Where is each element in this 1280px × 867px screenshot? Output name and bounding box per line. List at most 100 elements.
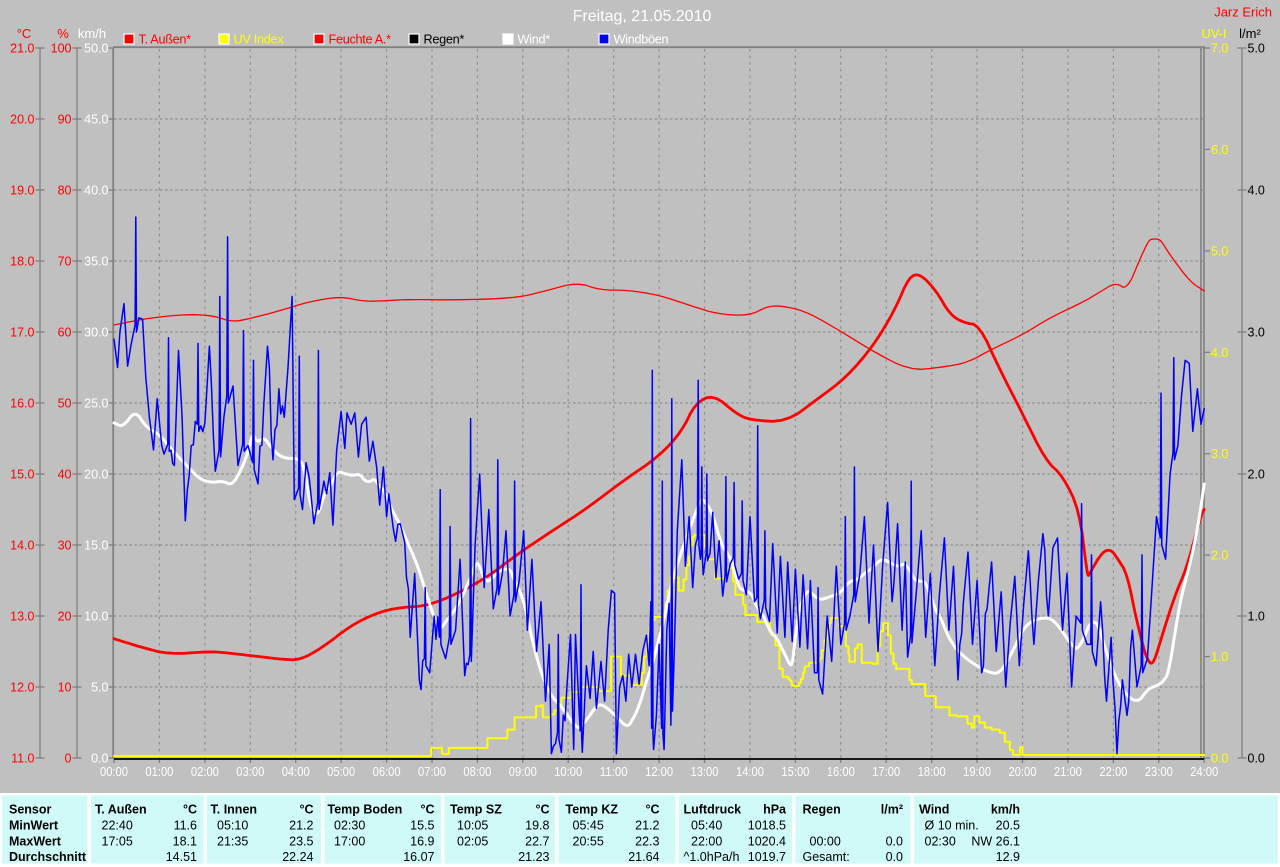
svg-text:20.0: 20.0 <box>10 113 34 127</box>
svg-text:Regen: Regen <box>803 802 841 816</box>
svg-text:Windböen: Windböen <box>614 33 669 47</box>
svg-text:16.07: 16.07 <box>403 850 434 864</box>
svg-text:19.0: 19.0 <box>10 184 34 198</box>
svg-text:0.0: 0.0 <box>886 834 903 848</box>
svg-text:14.51: 14.51 <box>166 850 197 864</box>
svg-text:6.0: 6.0 <box>1211 143 1228 157</box>
svg-text:Wind: Wind <box>919 802 949 816</box>
svg-text:08:00: 08:00 <box>463 764 491 779</box>
svg-text:00:00: 00:00 <box>810 834 841 848</box>
svg-text:20.0: 20.0 <box>84 468 108 482</box>
svg-text:l/m²: l/m² <box>881 802 903 816</box>
svg-text:30: 30 <box>58 539 72 553</box>
svg-text:05:45: 05:45 <box>573 819 604 833</box>
svg-text:2.0: 2.0 <box>1211 549 1228 563</box>
svg-text:Sensor: Sensor <box>9 802 52 816</box>
svg-text:04:00: 04:00 <box>282 764 310 779</box>
svg-text:07:00: 07:00 <box>418 764 446 779</box>
svg-text:Temp Boden: Temp Boden <box>328 802 403 816</box>
svg-text:10.0: 10.0 <box>84 610 108 624</box>
svg-text:02:30: 02:30 <box>334 819 365 833</box>
svg-text:UV-I: UV-I <box>1201 26 1226 41</box>
svg-text:15.5: 15.5 <box>410 819 434 833</box>
svg-text:80: 80 <box>58 184 72 198</box>
svg-text:Ø 10 min.: Ø 10 min. <box>925 819 979 833</box>
svg-text:7.0: 7.0 <box>1211 42 1228 56</box>
svg-text:16:00: 16:00 <box>827 764 855 779</box>
svg-text:2.0: 2.0 <box>1248 468 1265 482</box>
svg-text:19.8: 19.8 <box>525 819 549 833</box>
svg-text:14:00: 14:00 <box>736 764 764 779</box>
svg-text:18:00: 18:00 <box>918 764 946 779</box>
svg-text:T. Außen*: T. Außen* <box>139 33 192 47</box>
svg-text:°C: °C <box>17 26 32 41</box>
svg-text:03:00: 03:00 <box>236 764 264 779</box>
svg-text:05:10: 05:10 <box>217 819 248 833</box>
svg-text:17:05: 17:05 <box>102 834 133 848</box>
svg-text:40: 40 <box>58 468 72 482</box>
svg-text:11:00: 11:00 <box>600 764 628 779</box>
svg-text:12.9: 12.9 <box>996 850 1020 864</box>
svg-text:1018.5: 1018.5 <box>748 819 786 833</box>
svg-text:°C: °C <box>535 802 549 816</box>
svg-text:21.2: 21.2 <box>635 819 659 833</box>
svg-text:1.0: 1.0 <box>1248 610 1265 624</box>
svg-text:5.0: 5.0 <box>91 681 108 695</box>
svg-text:Jarz Erich: Jarz Erich <box>1214 5 1272 20</box>
svg-text:T. Innen: T. Innen <box>211 802 258 816</box>
svg-text:MaxWert: MaxWert <box>9 834 62 848</box>
svg-text:50: 50 <box>58 397 72 411</box>
svg-text:l/m²: l/m² <box>1239 26 1261 41</box>
svg-text:Temp SZ: Temp SZ <box>450 802 502 816</box>
svg-text:4.0: 4.0 <box>1248 184 1265 198</box>
svg-text:17:00: 17:00 <box>334 834 365 848</box>
svg-text:30.0: 30.0 <box>84 326 108 340</box>
svg-text:UV Index: UV Index <box>234 33 285 47</box>
svg-text:100: 100 <box>51 42 72 56</box>
svg-text:10:00: 10:00 <box>554 764 582 779</box>
svg-text:20: 20 <box>58 610 72 624</box>
svg-text:05:00: 05:00 <box>327 764 355 779</box>
svg-text:11.6: 11.6 <box>174 819 197 833</box>
svg-text:km/h: km/h <box>991 802 1020 816</box>
svg-text:02:00: 02:00 <box>191 764 219 779</box>
svg-text:06:00: 06:00 <box>373 764 401 779</box>
svg-text:°C: °C <box>645 802 659 816</box>
svg-text:15.0: 15.0 <box>10 468 34 482</box>
svg-text:22.7: 22.7 <box>525 834 549 848</box>
svg-text:10:05: 10:05 <box>457 819 488 833</box>
svg-text:0.0: 0.0 <box>1211 752 1228 766</box>
svg-text:14.0: 14.0 <box>10 539 34 553</box>
svg-text:Temp KZ: Temp KZ <box>566 802 619 816</box>
svg-text:3.0: 3.0 <box>1211 447 1228 461</box>
svg-text:MinWert: MinWert <box>9 819 59 833</box>
svg-text:13:00: 13:00 <box>691 764 719 779</box>
svg-text:Wind*: Wind* <box>518 33 551 47</box>
svg-text:13.0: 13.0 <box>10 610 34 624</box>
svg-text:17:00: 17:00 <box>872 764 900 779</box>
svg-text:22.3: 22.3 <box>635 834 659 848</box>
svg-text:0: 0 <box>65 752 72 766</box>
svg-text:^1.0hPa/h: ^1.0hPa/h <box>684 850 740 864</box>
svg-text:02:30: 02:30 <box>925 834 956 848</box>
svg-text:%: % <box>57 26 69 41</box>
svg-text:20:00: 20:00 <box>1009 764 1037 779</box>
svg-text:23:00: 23:00 <box>1145 764 1173 779</box>
svg-text:Freitag, 21.05.2010: Freitag, 21.05.2010 <box>573 8 712 25</box>
svg-text:21.23: 21.23 <box>518 850 549 864</box>
svg-text:22:40: 22:40 <box>102 819 133 833</box>
svg-text:17.0: 17.0 <box>10 326 34 340</box>
svg-text:Regen*: Regen* <box>424 33 465 47</box>
svg-text:10: 10 <box>58 681 72 695</box>
svg-text:km/h: km/h <box>78 26 106 41</box>
svg-text:Durchschnitt: Durchschnitt <box>9 850 87 864</box>
svg-text:0.0: 0.0 <box>91 752 108 766</box>
svg-text:45.0: 45.0 <box>84 113 108 127</box>
svg-text:NW 26.1: NW 26.1 <box>971 834 1020 848</box>
svg-text:20.5: 20.5 <box>996 819 1020 833</box>
svg-text:°C: °C <box>420 802 434 816</box>
svg-text:12.0: 12.0 <box>10 681 34 695</box>
svg-text:°C: °C <box>299 802 313 816</box>
svg-text:11.0: 11.0 <box>11 752 34 766</box>
svg-text:1.0: 1.0 <box>1211 650 1228 664</box>
